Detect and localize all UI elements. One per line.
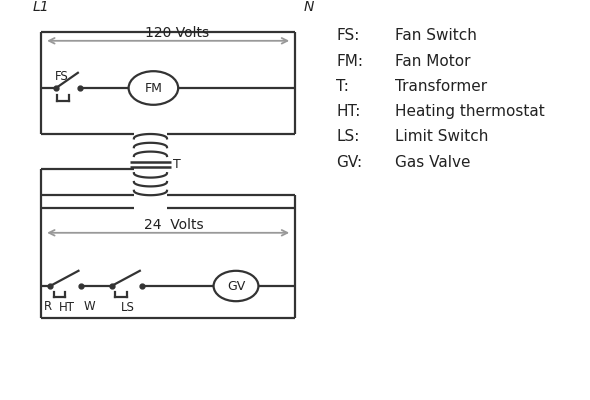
Text: GV: GV	[227, 280, 245, 292]
Text: W: W	[83, 300, 95, 313]
Text: HT:: HT:	[336, 104, 360, 119]
Text: LS: LS	[121, 301, 135, 314]
Text: FM:: FM:	[336, 54, 363, 69]
Text: FS:: FS:	[336, 28, 360, 44]
Text: Transformer: Transformer	[395, 79, 487, 94]
Text: HT: HT	[58, 301, 74, 314]
Text: R: R	[44, 300, 53, 313]
Text: Fan Switch: Fan Switch	[395, 28, 477, 44]
Text: Limit Switch: Limit Switch	[395, 129, 489, 144]
Text: Heating thermostat: Heating thermostat	[395, 104, 545, 119]
Text: T:: T:	[336, 79, 349, 94]
Text: Fan Motor: Fan Motor	[395, 54, 471, 69]
Text: FM: FM	[145, 82, 162, 94]
Text: LS:: LS:	[336, 129, 360, 144]
Text: GV:: GV:	[336, 154, 362, 170]
Text: Gas Valve: Gas Valve	[395, 154, 471, 170]
Text: L1: L1	[32, 0, 49, 14]
Text: N: N	[304, 0, 314, 14]
Text: T: T	[173, 158, 181, 171]
Text: 120 Volts: 120 Volts	[145, 26, 209, 40]
Text: 24  Volts: 24 Volts	[144, 218, 204, 232]
Text: FS: FS	[55, 70, 68, 83]
